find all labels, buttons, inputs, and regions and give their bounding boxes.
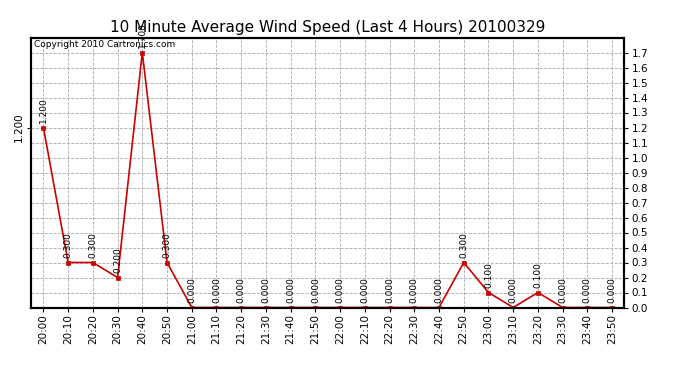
Text: 0.000: 0.000 — [311, 278, 320, 303]
Text: 0.000: 0.000 — [385, 278, 394, 303]
Text: 0.000: 0.000 — [360, 278, 369, 303]
Text: 1.200: 1.200 — [39, 98, 48, 123]
Text: 0.000: 0.000 — [237, 278, 246, 303]
Text: 1.700: 1.700 — [138, 22, 147, 48]
Text: 0.100: 0.100 — [484, 262, 493, 288]
Text: 0.000: 0.000 — [212, 278, 221, 303]
Text: 0.000: 0.000 — [262, 278, 270, 303]
Text: 0.000: 0.000 — [608, 278, 617, 303]
Text: 0.300: 0.300 — [460, 232, 469, 258]
Text: 0.000: 0.000 — [583, 278, 592, 303]
Text: 0.000: 0.000 — [509, 278, 518, 303]
Text: 0.000: 0.000 — [286, 278, 295, 303]
Text: 0.300: 0.300 — [63, 232, 72, 258]
Text: 0.300: 0.300 — [88, 232, 97, 258]
Text: 0.300: 0.300 — [163, 232, 172, 258]
Text: 0.000: 0.000 — [187, 278, 196, 303]
Text: 0.100: 0.100 — [533, 262, 542, 288]
Title: 10 Minute Average Wind Speed (Last 4 Hours) 20100329: 10 Minute Average Wind Speed (Last 4 Hou… — [110, 20, 545, 35]
Text: 0.000: 0.000 — [558, 278, 567, 303]
Text: 0.000: 0.000 — [410, 278, 419, 303]
Text: 0.000: 0.000 — [335, 278, 344, 303]
Text: 0.000: 0.000 — [435, 278, 444, 303]
Text: Copyright 2010 Cartronics.com: Copyright 2010 Cartronics.com — [34, 40, 175, 49]
Text: 0.200: 0.200 — [113, 248, 122, 273]
